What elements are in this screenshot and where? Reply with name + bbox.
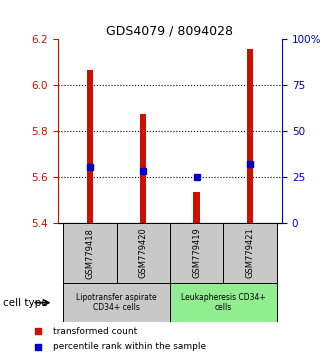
Text: GSM779420: GSM779420 [139,228,148,279]
Title: GDS4079 / 8094028: GDS4079 / 8094028 [107,25,233,38]
Bar [140,114,147,223]
Bar [86,70,93,223]
Text: Lipotransfer aspirate
CD34+ cells: Lipotransfer aspirate CD34+ cells [76,293,157,312]
Text: GSM779418: GSM779418 [85,228,94,279]
Bar [193,192,200,223]
Bar [247,49,253,223]
Text: GSM779421: GSM779421 [246,228,254,279]
Bar [223,223,277,283]
Bar [116,223,170,283]
Bar [170,223,223,283]
Bar [63,223,116,283]
Text: percentile rank within the sample: percentile rank within the sample [53,342,206,352]
Text: cell type: cell type [3,298,48,308]
Text: transformed count: transformed count [53,326,137,336]
Text: Leukapheresis CD34+
cells: Leukapheresis CD34+ cells [181,293,266,312]
Bar [63,283,170,322]
Bar [170,283,277,322]
Text: GSM779419: GSM779419 [192,228,201,279]
